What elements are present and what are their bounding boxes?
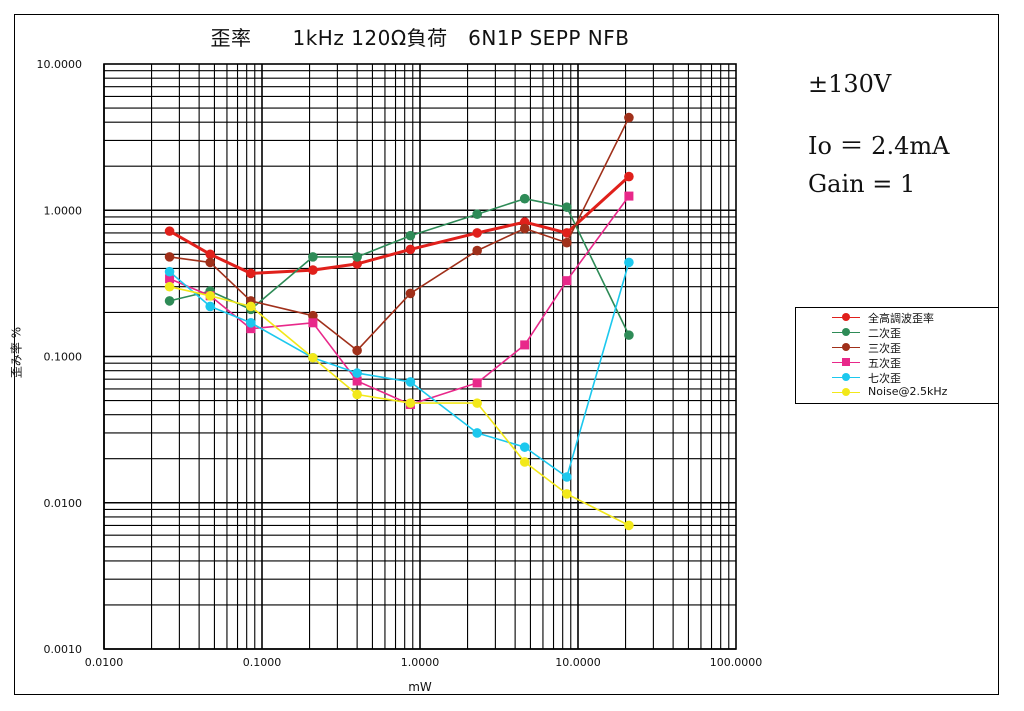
data-point <box>624 520 634 531</box>
data-point <box>472 245 482 256</box>
data-point <box>308 252 318 262</box>
chart-title: 歪率 1kHz 120Ω負荷 6N1P SEPP NFB <box>210 26 630 50</box>
data-point <box>624 191 634 201</box>
y-tick-label: 0.0010 <box>44 643 83 656</box>
legend-label: Noise@2.5kHz <box>868 385 948 398</box>
data-point <box>352 345 362 356</box>
data-point <box>472 398 482 408</box>
series-line <box>169 195 630 406</box>
data-point <box>519 442 530 452</box>
legend-marker <box>842 328 850 336</box>
data-point <box>164 266 175 277</box>
data-point <box>165 274 175 284</box>
data-point <box>246 324 256 334</box>
data-point <box>624 330 634 340</box>
annotation-current: Io ＝ 2.4mA <box>808 132 950 160</box>
data-point <box>519 457 530 467</box>
legend-marker <box>842 373 850 381</box>
x-axis-label: mW <box>408 680 432 694</box>
legend-label: 全高調波歪率 <box>868 312 934 325</box>
data-point <box>246 317 256 328</box>
data-point <box>472 378 482 388</box>
y-tick-label: 0.1000 <box>44 351 83 364</box>
series-line <box>169 285 630 527</box>
x-tick-label: 10.0000 <box>555 656 601 669</box>
data-point <box>562 472 572 482</box>
data-point <box>164 281 175 292</box>
data-point <box>562 237 572 248</box>
legend-label: 三次歪 <box>868 342 901 355</box>
data-point <box>405 288 416 299</box>
x-tick-label: 1.0000 <box>401 656 440 669</box>
data-point <box>352 259 362 269</box>
series-line <box>169 117 630 352</box>
data-point <box>562 228 572 238</box>
data-point <box>205 291 215 301</box>
data-point <box>519 223 530 234</box>
data-point <box>205 249 215 260</box>
data-point <box>562 202 572 212</box>
data-point <box>624 257 634 268</box>
data-point <box>405 230 416 241</box>
annotation-voltage: ±130V <box>808 70 892 98</box>
series-1 <box>164 193 634 340</box>
legend-label: 五次歪 <box>868 357 901 370</box>
legend-marker <box>842 343 850 351</box>
tick-labels: 0.0100 0.1000 1.0000 10.0000 100.00000.00100… <box>37 58 763 669</box>
data-point <box>205 257 215 268</box>
data-point <box>352 368 362 378</box>
data-point <box>352 389 362 400</box>
data-point <box>405 244 416 255</box>
data-point <box>624 112 634 123</box>
data-point <box>205 301 215 312</box>
data-point <box>352 376 362 386</box>
data-point <box>308 352 318 363</box>
data-point <box>520 340 530 350</box>
data-point <box>472 428 482 438</box>
data-point <box>164 226 175 236</box>
y-tick-label: 10.0000 <box>37 58 83 71</box>
series-line <box>169 197 630 336</box>
data-point <box>246 301 256 312</box>
y-tick-label: 1.0000 <box>44 204 83 217</box>
legend-marker <box>842 358 850 366</box>
data-point <box>472 228 482 238</box>
y-tick-label: 0.0100 <box>44 497 83 510</box>
legend-marker <box>842 388 850 396</box>
series-5 <box>164 281 634 531</box>
x-tick-label: 0.1000 <box>243 656 282 669</box>
series-line <box>169 262 630 478</box>
data-point <box>472 209 482 219</box>
data-point <box>405 398 416 408</box>
data-point <box>308 265 318 275</box>
data-point <box>308 310 318 321</box>
data-point <box>405 377 416 387</box>
legend-marker <box>842 313 850 321</box>
x-tick-label: 100.0000 <box>710 656 763 669</box>
series-line <box>168 175 630 275</box>
x-tick-label: 0.0100 <box>85 656 124 669</box>
legend: 全高調波歪率 二次歪三次歪五次歪七次歪 Noise@2.5kHz <box>795 307 999 404</box>
series-2 <box>164 112 634 356</box>
legend-label: 二次歪 <box>868 327 901 340</box>
series-0 <box>164 171 634 279</box>
data-point <box>624 171 634 182</box>
series-4 <box>164 257 634 482</box>
data-point <box>246 268 256 279</box>
series-group <box>164 112 634 531</box>
data-point <box>352 252 362 262</box>
annotation-gain: Gain = 1 <box>808 170 916 198</box>
plot-border <box>103 63 737 650</box>
legend-label: 七次歪 <box>868 372 901 385</box>
data-point <box>519 193 530 204</box>
data-point <box>562 489 572 499</box>
data-point <box>308 318 318 328</box>
data-point <box>562 276 572 286</box>
data-point <box>164 296 175 306</box>
grid-lines <box>103 63 737 650</box>
data-point <box>164 252 175 262</box>
